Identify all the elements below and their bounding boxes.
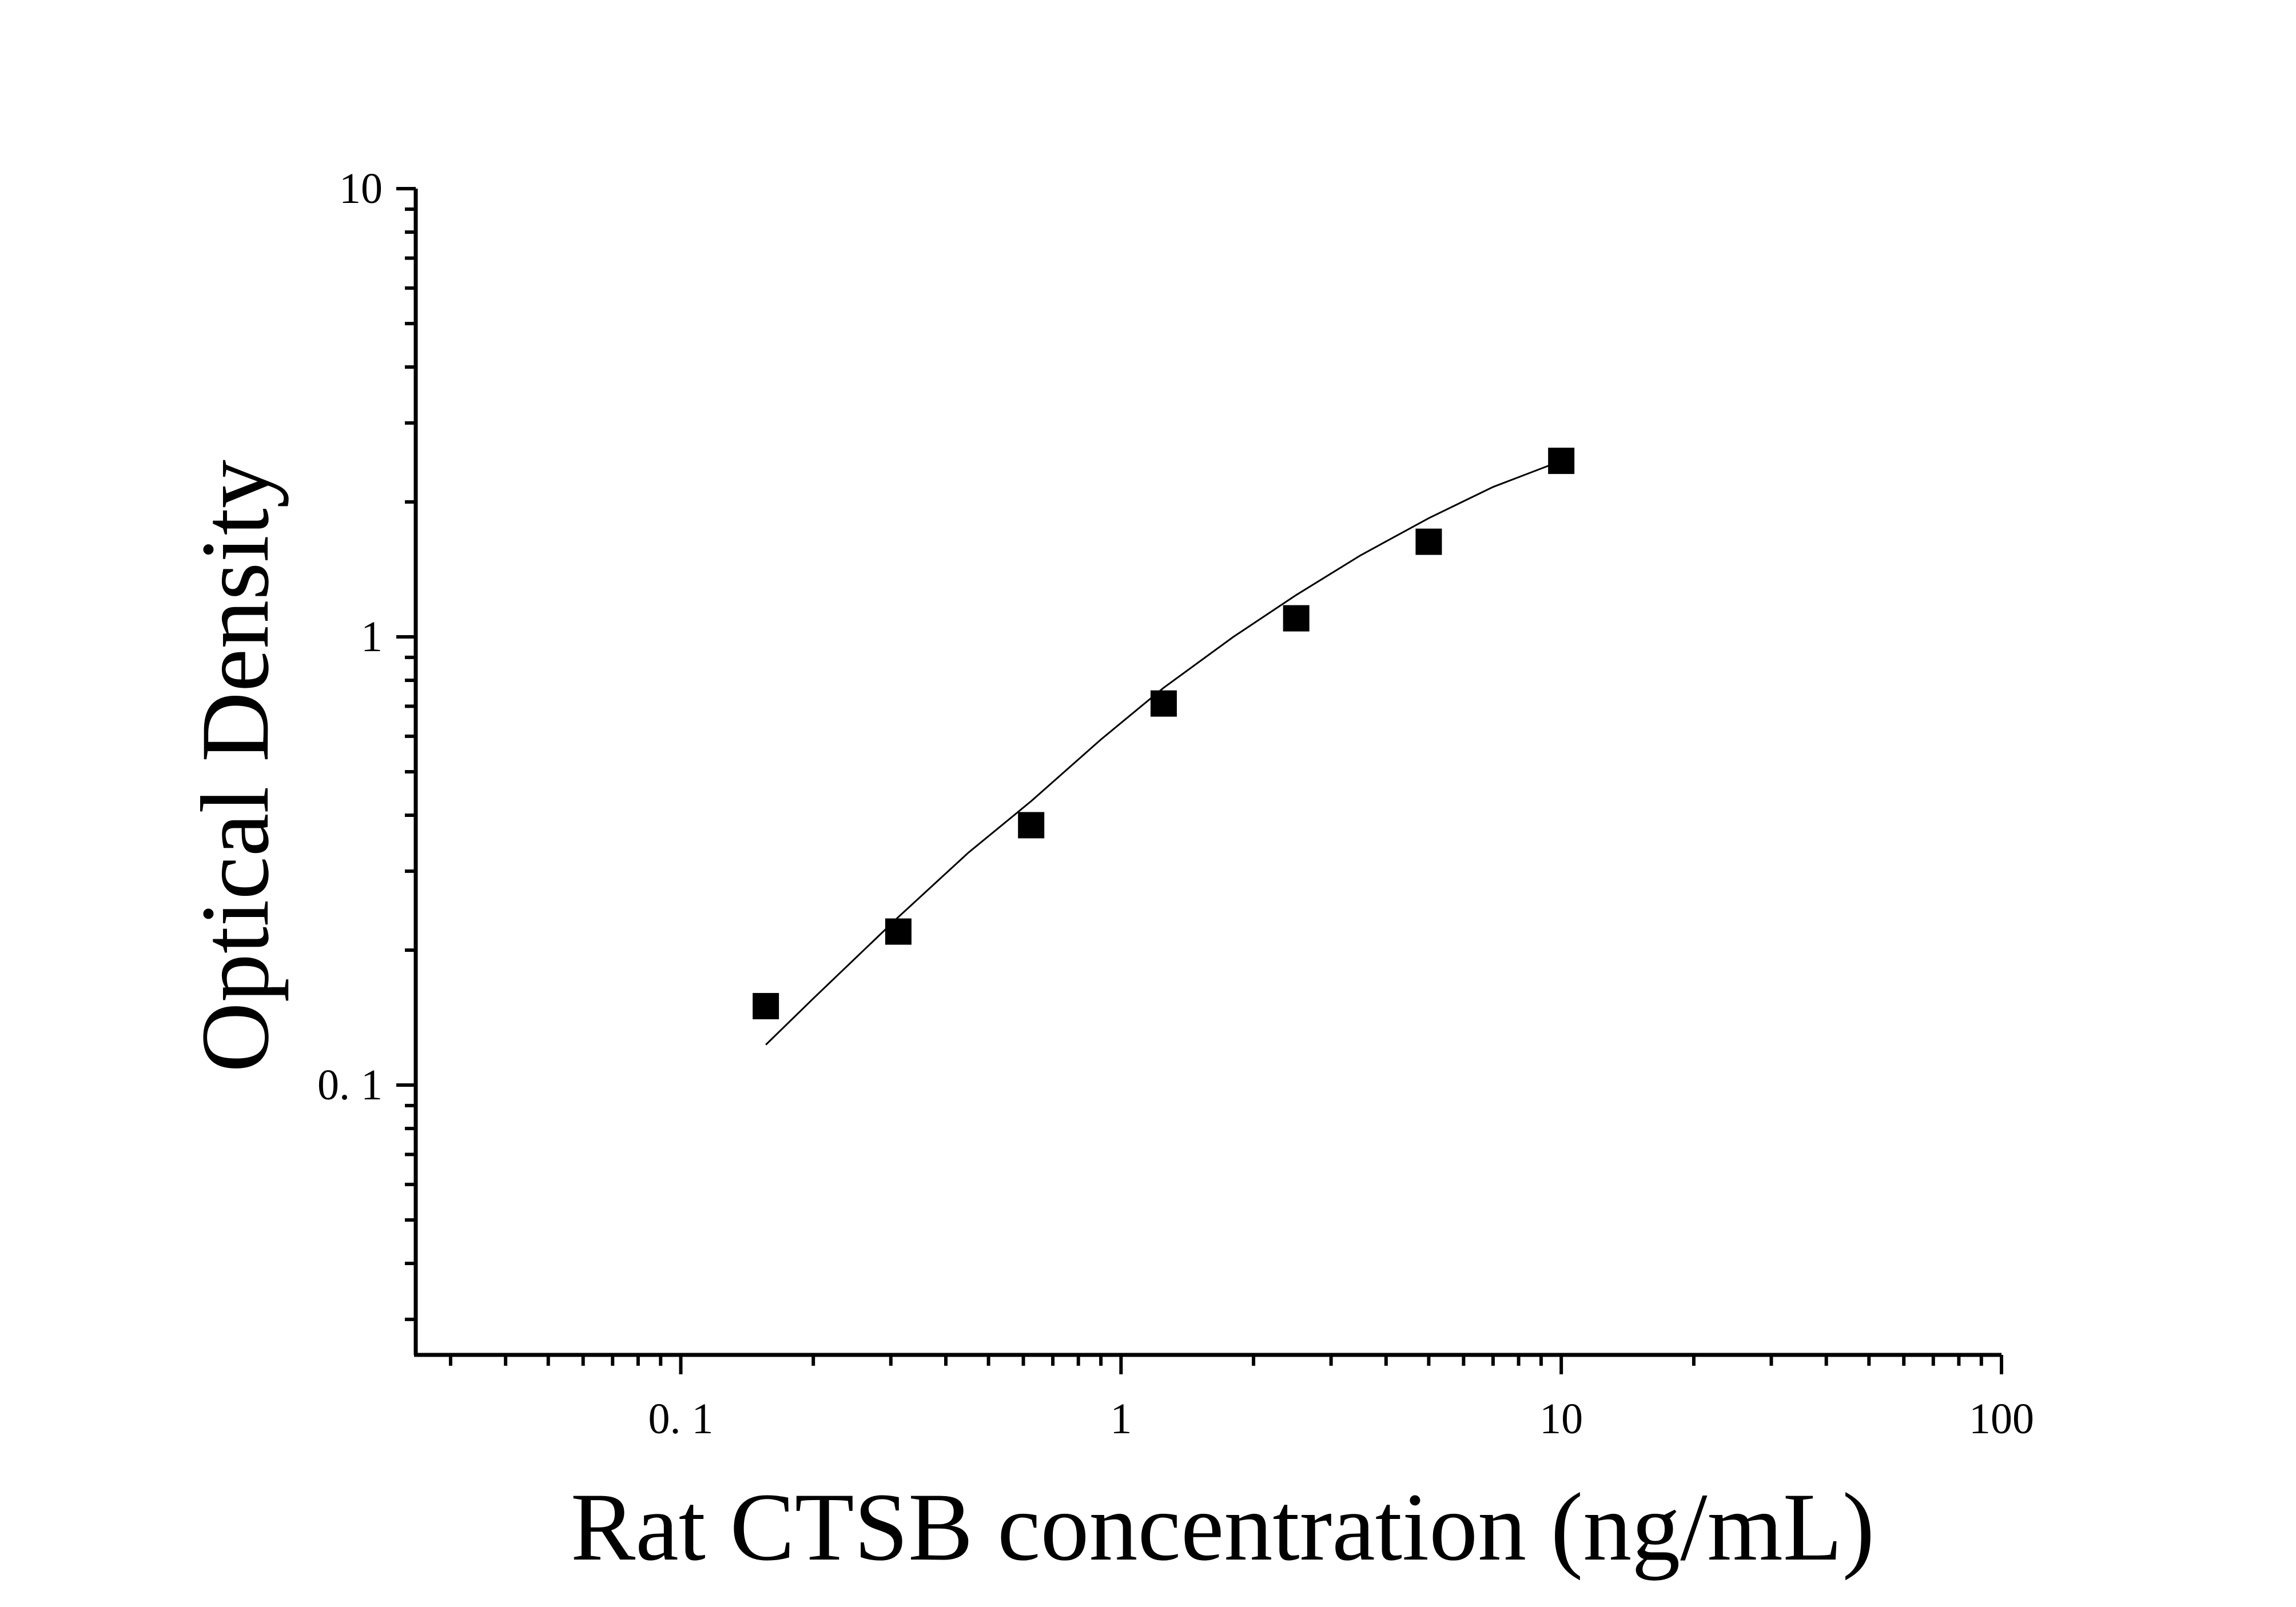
data-point-square (1150, 690, 1177, 717)
fit-curve-line (765, 460, 1562, 1046)
data-point-square (1283, 605, 1310, 632)
x-tick-label: 100 (1969, 1395, 2034, 1443)
x-tick-label: 1 (1110, 1395, 1132, 1443)
data-points (753, 448, 1575, 1019)
x-axis-title: Rat CTSB concentration (ng/mL) (571, 1473, 1875, 1581)
x-tick-label: 0. 1 (648, 1395, 713, 1443)
axes (413, 189, 2001, 1357)
ticks: 0. 1 1 10 100 0. 1 1 10 (317, 165, 2034, 1443)
data-point-square (753, 992, 779, 1019)
y-tick-label: 10 (339, 165, 383, 213)
y-tick-label: 0. 1 (317, 1061, 383, 1109)
data-point-square (1018, 812, 1045, 839)
y-tick-label: 1 (361, 613, 383, 661)
data-point-square (885, 918, 912, 945)
x-tick-label: 10 (1539, 1395, 1583, 1443)
data-point-square (1415, 528, 1442, 555)
y-axis-title: Optical Density (181, 460, 289, 1072)
fit-curve-layer (765, 460, 1562, 1046)
data-point-square (1548, 448, 1575, 474)
